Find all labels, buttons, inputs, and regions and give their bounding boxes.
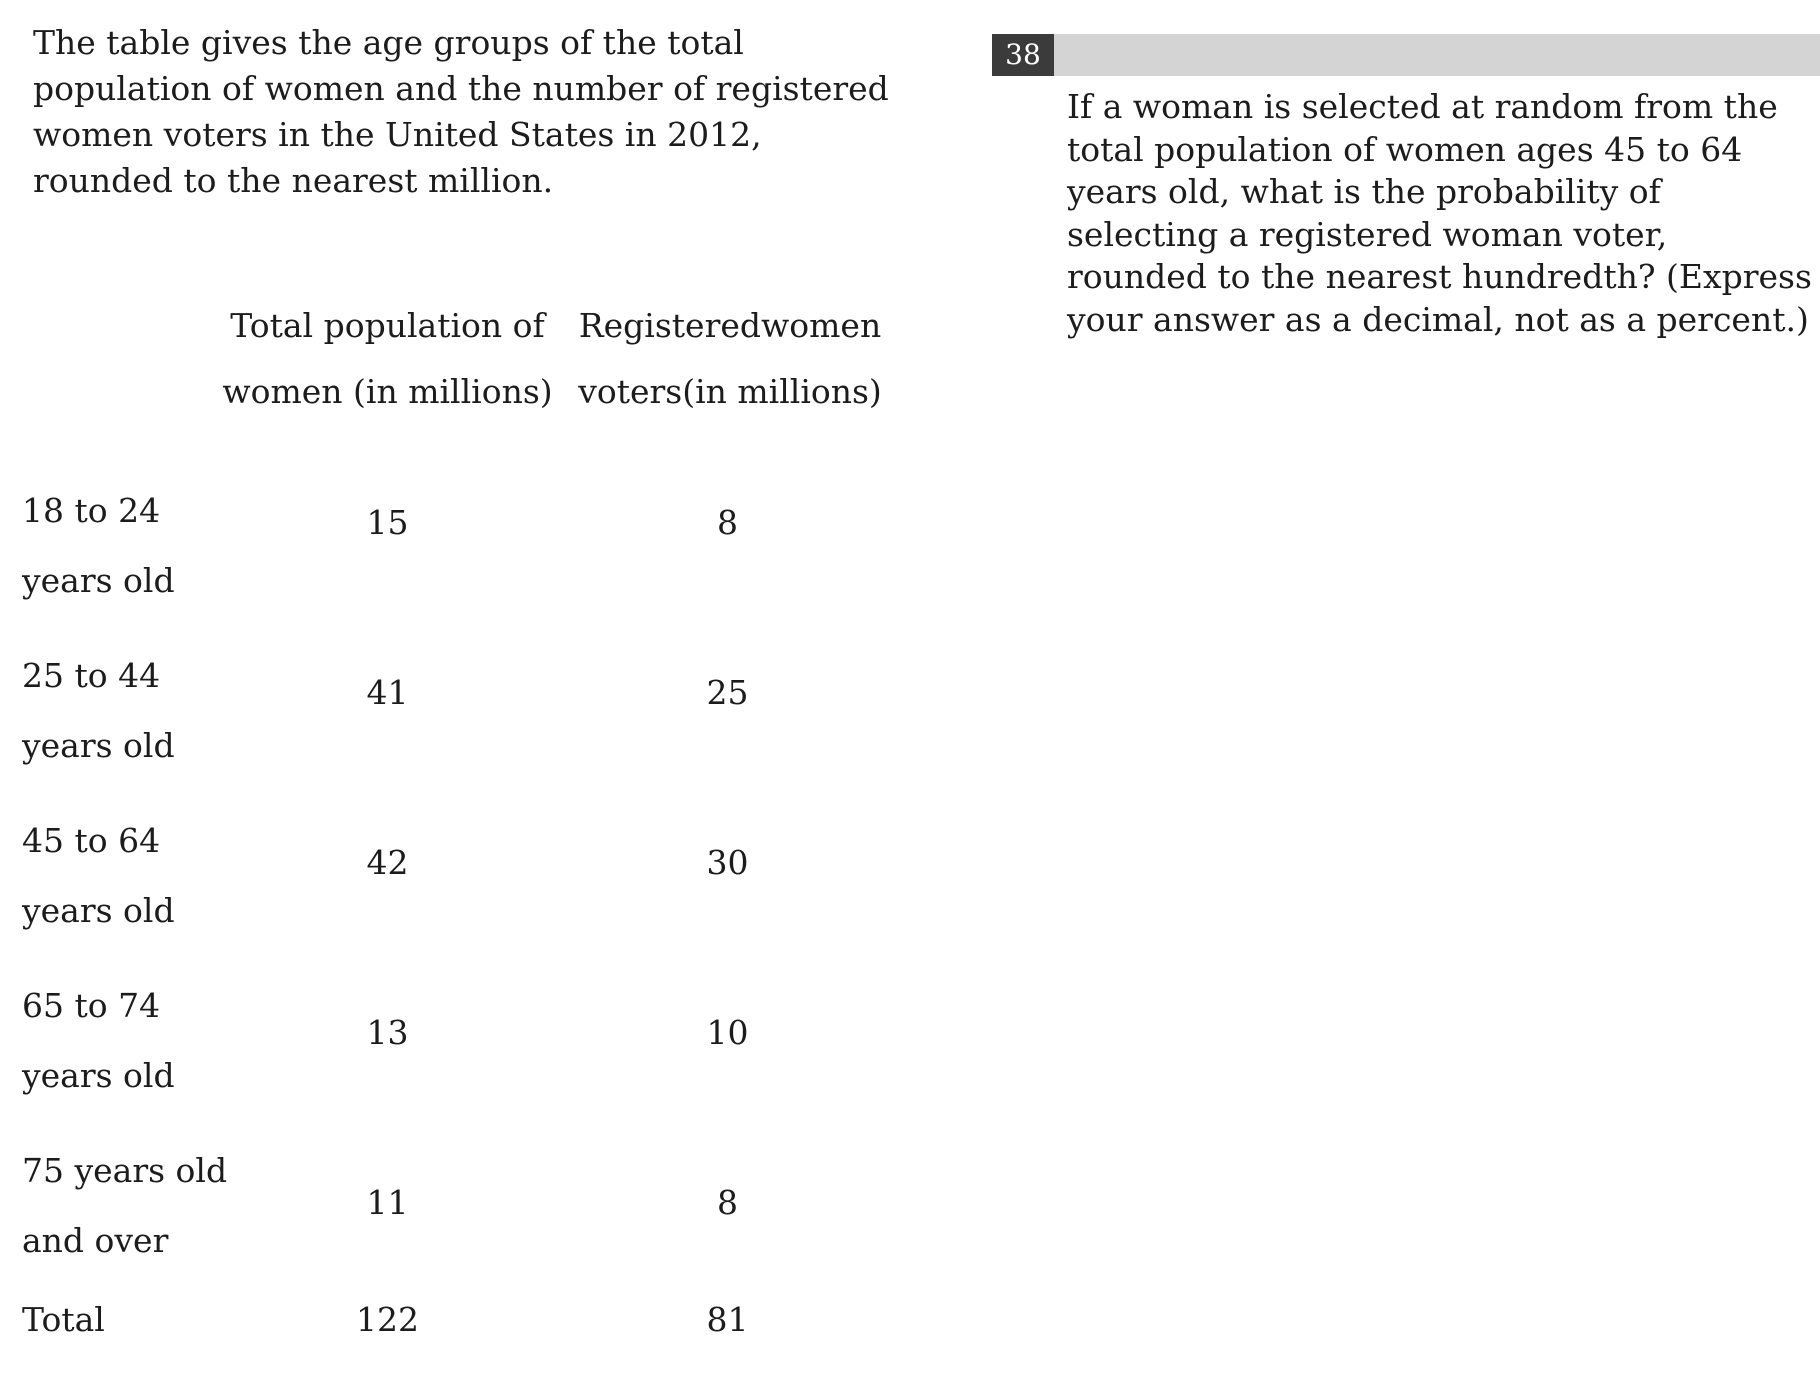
column-header-registered-voters: Registeredwomen voters(in millions) [575, 293, 885, 425]
intro-text: The table gives the age groups of the to… [33, 23, 889, 200]
column-header-line: Total population of [230, 306, 545, 345]
cell-voters-total: 81 [706, 1300, 749, 1339]
question-header-bar: 38 [992, 34, 1820, 76]
cell-voters-75-and-over: 8 [717, 1183, 738, 1222]
row-label-18-to-24: 18 to 24 years old [22, 491, 175, 600]
row-label-total: Total [22, 1300, 105, 1339]
question-text: If a woman is selected at random from th… [1067, 87, 1812, 339]
row-label-45-to-64: 45 to 64 years old [22, 821, 175, 930]
column-header-line: Registeredwomen [578, 306, 882, 345]
column-header-line: voters(in millions) [578, 372, 882, 411]
question-pane: 38 If a woman is selected at random from… [992, 0, 1820, 1388]
cell-total-total: 122 [356, 1300, 419, 1339]
row-label-75-and-over: 75 years old and over [22, 1151, 228, 1260]
cell-voters-18-to-24: 8 [717, 503, 738, 542]
cell-voters-65-to-74: 10 [706, 1013, 749, 1052]
cell-total-25-to-44: 41 [366, 673, 409, 712]
cell-total-75-and-over: 11 [366, 1183, 409, 1222]
question-number-badge: 38 [992, 34, 1054, 76]
column-header-total-population: Total population of women (in millions) [220, 293, 555, 425]
column-header-line: women (in millions) [222, 372, 553, 411]
row-label-65-to-74: 65 to 74 years old [22, 986, 175, 1095]
cell-total-65-to-74: 13 [366, 1013, 409, 1052]
cell-total-18-to-24: 15 [366, 503, 409, 542]
cell-voters-45-to-64: 30 [706, 843, 749, 882]
cell-total-45-to-64: 42 [366, 843, 409, 882]
passage-pane: The table gives the age groups of the to… [22, 23, 889, 1339]
cell-voters-25-to-44: 25 [706, 673, 749, 712]
row-label-25-to-44: 25 to 44 years old [22, 656, 175, 765]
